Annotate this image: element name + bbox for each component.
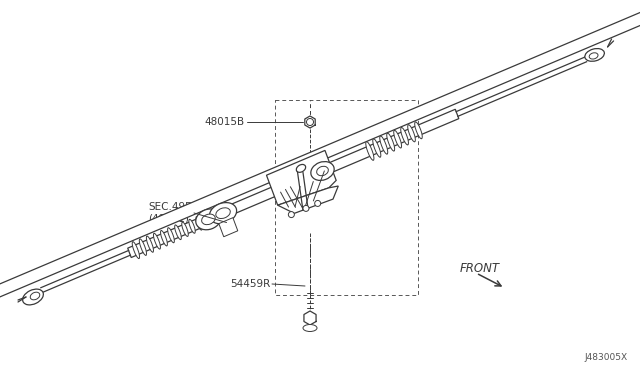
Ellipse shape — [387, 133, 395, 151]
Ellipse shape — [366, 141, 374, 160]
Ellipse shape — [415, 122, 422, 139]
Ellipse shape — [303, 324, 317, 331]
Ellipse shape — [317, 166, 328, 176]
Ellipse shape — [372, 139, 381, 157]
Ellipse shape — [132, 242, 140, 259]
Ellipse shape — [168, 228, 174, 243]
Polygon shape — [0, 7, 640, 372]
Ellipse shape — [380, 136, 388, 154]
Ellipse shape — [196, 217, 202, 230]
Ellipse shape — [22, 289, 44, 305]
Ellipse shape — [585, 49, 604, 61]
Polygon shape — [305, 116, 315, 128]
Text: J483005X: J483005X — [585, 353, 628, 362]
Ellipse shape — [154, 233, 161, 249]
Circle shape — [307, 119, 314, 125]
Circle shape — [289, 212, 294, 218]
Ellipse shape — [196, 209, 221, 230]
Ellipse shape — [216, 208, 230, 218]
Ellipse shape — [161, 231, 168, 246]
Ellipse shape — [296, 164, 306, 172]
Text: SEC.49E
(49001): SEC.49E (49001) — [148, 202, 192, 224]
Polygon shape — [278, 186, 339, 214]
Ellipse shape — [175, 225, 181, 240]
Polygon shape — [266, 150, 336, 205]
Circle shape — [303, 205, 309, 211]
Ellipse shape — [147, 236, 154, 252]
Circle shape — [315, 201, 321, 206]
Text: 48015B: 48015B — [205, 117, 245, 127]
Text: 54459R: 54459R — [230, 279, 270, 289]
Text: FRONT: FRONT — [460, 262, 500, 275]
Ellipse shape — [189, 219, 195, 233]
Ellipse shape — [140, 239, 147, 256]
Polygon shape — [219, 218, 238, 237]
Ellipse shape — [394, 130, 401, 148]
Ellipse shape — [209, 203, 237, 224]
Polygon shape — [304, 311, 316, 325]
Ellipse shape — [311, 161, 334, 180]
Polygon shape — [128, 109, 459, 257]
Ellipse shape — [401, 128, 408, 145]
Ellipse shape — [589, 53, 598, 59]
Ellipse shape — [202, 214, 215, 225]
Ellipse shape — [30, 292, 40, 300]
Ellipse shape — [182, 222, 188, 237]
Ellipse shape — [408, 125, 415, 142]
